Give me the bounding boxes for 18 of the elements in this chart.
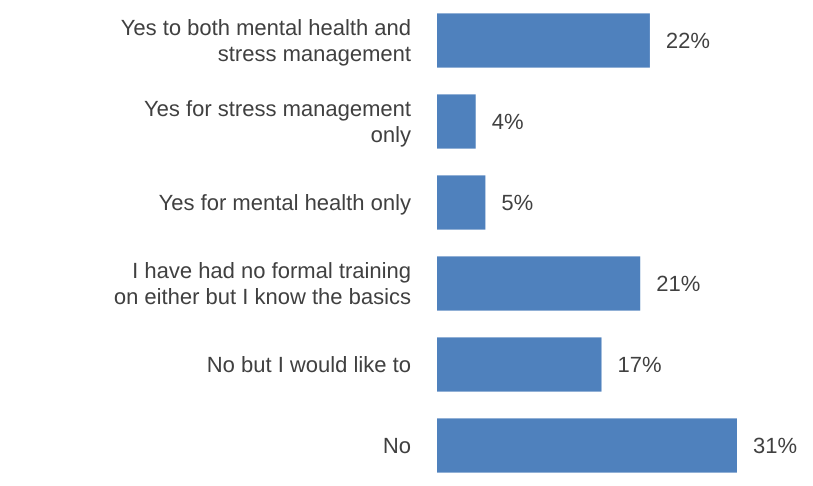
data-label: 21%	[656, 271, 700, 296]
y-tick-label: No	[382, 433, 411, 458]
bar	[437, 337, 602, 392]
bar	[437, 418, 737, 473]
data-label: 5%	[501, 190, 534, 215]
data-label: 31%	[753, 433, 798, 458]
y-tick-label: No but I would like to	[206, 352, 411, 377]
bar	[437, 13, 650, 68]
bar	[437, 94, 476, 149]
bar	[437, 256, 640, 311]
bar	[437, 175, 486, 230]
y-tick-label: I have had no formal training on either but I know the basics	[114, 258, 411, 309]
y-tick-label: Yes for mental health only	[158, 190, 411, 215]
data-label: 22%	[666, 28, 710, 53]
y-tick-label: Yes for stress management only	[144, 96, 411, 147]
data-label: 4%	[492, 109, 524, 134]
y-tick-label: Yes to both mental health and stress management	[120, 15, 411, 66]
data-label: 17%	[618, 352, 662, 377]
